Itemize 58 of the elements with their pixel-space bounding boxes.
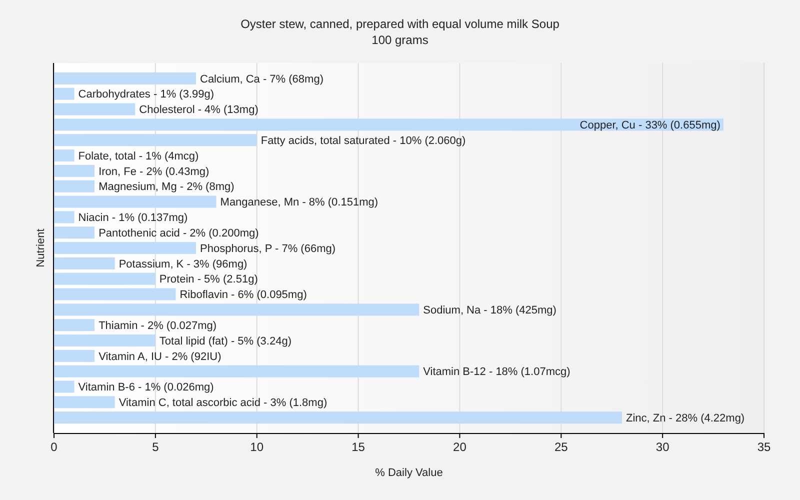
x-tick-label: 10: [250, 440, 264, 454]
y-tick-label: Vitamin C, total ascorbic acid - 3% (1.8mg): [118, 397, 328, 410]
y-tick-label: Manganese, Mn - 8% (0.151mg): [220, 196, 378, 209]
y-tick-label: Vitamin B-6 - 1% (0.026mg): [78, 382, 214, 394]
bar: [54, 334, 156, 347]
bar: [54, 380, 74, 393]
bar: [54, 319, 95, 332]
x-tick-label: 5: [152, 440, 160, 454]
chart-title: Oyster stew, canned, prepared with equal volume milk Soup: [240, 17, 560, 31]
x-tick-label: 0: [50, 440, 58, 454]
y-tick-label: Pantothenic acid - 2% (0.200mg): [98, 227, 259, 240]
bar: [54, 103, 136, 116]
y-tick-label: Fatty acids, total saturated - 10% (2.060g): [260, 134, 466, 147]
bar: [54, 180, 95, 192]
bar: [54, 164, 95, 177]
y-tick-label: Sodium, Na - 18% (425mg): [423, 304, 556, 317]
x-tick-label: 35: [757, 440, 771, 454]
x-tick-label: 30: [656, 440, 670, 454]
bar: [54, 304, 420, 316]
y-tick-label: Cholesterol - 4% (13mg): [139, 104, 258, 116]
bar: [54, 288, 176, 300]
y-tick-label: Copper, Cu - 33% (0.655mg): [580, 120, 720, 132]
y-tick-label: Vitamin A, IU - 2% (92IU): [98, 350, 222, 363]
bar: [54, 134, 257, 146]
bar: [54, 88, 74, 100]
y-tick-label: Riboflavin - 6% (0.095mg): [180, 289, 307, 302]
bar: [54, 350, 95, 362]
chart-subtitle: 100 grams: [372, 33, 428, 47]
y-tick-label: Niacin - 1% (0.137mg): [78, 212, 188, 224]
x-tick-label: 20: [453, 440, 467, 454]
y-tick-label: Iron, Fe - 2% (0.43mg): [98, 166, 210, 178]
y-tick-label: Total lipid (fat) - 5% (3.24g): [159, 335, 292, 348]
bar: [54, 196, 216, 208]
y-tick-label: Thiamin - 2% (0.027mg): [98, 320, 217, 332]
y-tick-label: Potassium, K - 3% (96mg): [118, 258, 248, 270]
y-tick-label: Protein - 5% (2.51g): [159, 274, 258, 286]
y-tick-label: Vitamin B-12 - 18% (1.07mcg): [423, 366, 570, 378]
y-tick-label: Zinc, Zn - 28% (4.22mg): [626, 412, 745, 424]
y-tick-label: Magnesium, Mg - 2% (8mg): [98, 181, 234, 194]
y-tick-label: Folate, total - 1% (4mcg): [78, 150, 199, 162]
bar: [54, 272, 156, 285]
x-axis-title: % Daily Value: [375, 467, 443, 479]
bar: [54, 226, 95, 239]
bar: [54, 211, 74, 224]
bar: [54, 365, 420, 378]
bar: [54, 242, 196, 254]
bar: [54, 396, 115, 408]
x-tick-label: 15: [352, 440, 366, 454]
x-tick-label: 25: [554, 440, 568, 454]
y-tick-label: Carbohydrates - 1% (3.99g): [78, 88, 214, 101]
y-tick-label: Calcium, Ca - 7% (68mg): [200, 73, 324, 86]
bar: [54, 412, 622, 424]
y-axis-title: Nutrient: [35, 228, 47, 268]
bar: [54, 72, 196, 84]
bar: [54, 149, 74, 162]
y-tick-label: Phosphorus, P - 7% (66mg): [200, 242, 336, 255]
bar: [54, 257, 115, 270]
bar: [54, 118, 724, 131]
